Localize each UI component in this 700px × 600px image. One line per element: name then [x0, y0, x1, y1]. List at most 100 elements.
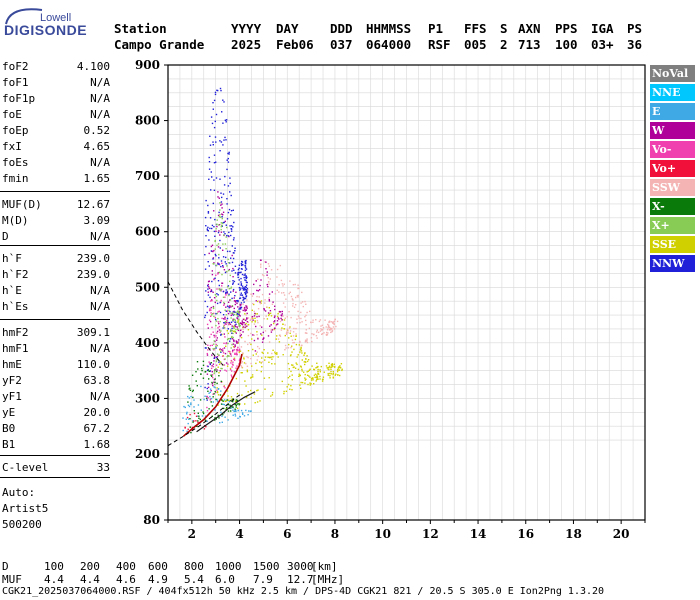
data-point: [292, 284, 295, 286]
data-point: [313, 368, 316, 371]
data-point: [264, 302, 266, 304]
param-name: foF1: [2, 76, 29, 89]
data-point: [215, 177, 218, 179]
hdr-doy-value: 037: [330, 37, 353, 52]
hdr-ffs-label: FFS: [464, 21, 487, 36]
x-tick-label: 12: [422, 527, 439, 541]
data-point: [225, 121, 227, 123]
param-value: 309.1: [76, 326, 110, 339]
data-point: [268, 283, 270, 285]
data-point: [234, 319, 236, 321]
data-point: [239, 315, 241, 317]
data-point: [232, 330, 235, 332]
data-point: [220, 231, 223, 233]
data-point: [264, 356, 267, 358]
data-point: [330, 370, 332, 373]
data-point: [223, 184, 226, 186]
data-point: [293, 366, 295, 368]
data-point: [317, 331, 320, 334]
data-point: [235, 323, 237, 325]
data-point: [238, 267, 240, 269]
data-point: [245, 275, 247, 278]
param-row-d: D N/A: [2, 229, 110, 245]
data-point: [271, 303, 274, 305]
data-point: [256, 313, 258, 315]
data-point: [207, 294, 210, 296]
data-point: [216, 369, 218, 371]
data-point: [306, 338, 308, 340]
data-point: [246, 305, 248, 307]
data-point: [296, 356, 298, 358]
data-point: [233, 310, 235, 313]
data-point: [252, 319, 254, 321]
data-point: [246, 290, 248, 292]
data-point: [223, 322, 225, 324]
data-point: [308, 375, 310, 377]
data-point: [221, 399, 223, 401]
data-point: [232, 282, 234, 284]
param-row-fmin: fmin 1.65: [2, 171, 110, 187]
param-value: 4.100: [76, 60, 110, 73]
muf-value: 5.4: [184, 573, 204, 586]
data-point: [338, 369, 341, 371]
data-point: [228, 401, 230, 403]
data-point: [244, 309, 246, 311]
data-point: [209, 388, 212, 390]
data-point: [316, 337, 318, 339]
data-point: [240, 262, 243, 265]
data-point: [278, 318, 280, 320]
data-point: [278, 310, 281, 313]
data-point: [211, 280, 213, 283]
data-point: [215, 356, 218, 359]
data-point: [215, 255, 217, 257]
param-row-c-level: C-level 33: [2, 460, 110, 476]
data-point: [322, 328, 324, 331]
data-point: [230, 194, 232, 197]
data-point: [313, 374, 316, 376]
data-point: [215, 324, 217, 327]
data-point: [278, 284, 280, 286]
data-point: [246, 365, 249, 367]
data-point: [217, 273, 219, 275]
auto-artist: Artist5: [2, 502, 49, 515]
data-point: [218, 363, 221, 365]
data-point: [306, 311, 308, 314]
data-point: [232, 288, 235, 291]
data-point: [188, 405, 191, 408]
data-point: [196, 385, 198, 387]
data-point: [228, 231, 230, 234]
data-point: [264, 330, 267, 332]
data-point: [255, 280, 257, 282]
data-point: [241, 320, 243, 322]
data-point: [326, 331, 328, 334]
data-point: [214, 248, 216, 250]
data-point: [232, 400, 234, 403]
data-point: [216, 288, 218, 290]
data-point: [233, 221, 235, 224]
data-point: [224, 271, 227, 274]
data-point: [339, 367, 342, 369]
data-point: [221, 196, 223, 199]
hdr-pps-value: 100: [555, 37, 578, 52]
data-point: [253, 303, 255, 306]
data-point: [284, 349, 286, 351]
data-point: [202, 377, 205, 379]
data-point: [197, 368, 199, 370]
data-point: [236, 392, 239, 395]
x-tick-label: 8: [331, 527, 339, 541]
data-point: [221, 285, 223, 287]
data-point: [230, 410, 232, 412]
data-point: [218, 264, 221, 266]
data-point: [297, 354, 299, 356]
data-point: [256, 331, 258, 333]
data-point: [223, 231, 225, 233]
data-point: [217, 327, 219, 329]
data-point: [222, 350, 224, 352]
data-point: [276, 353, 278, 355]
data-point: [258, 296, 260, 298]
data-point: [216, 353, 219, 355]
data-point: [258, 289, 261, 291]
data-point: [223, 333, 225, 335]
data-point: [241, 264, 243, 267]
data-point: [210, 250, 213, 252]
